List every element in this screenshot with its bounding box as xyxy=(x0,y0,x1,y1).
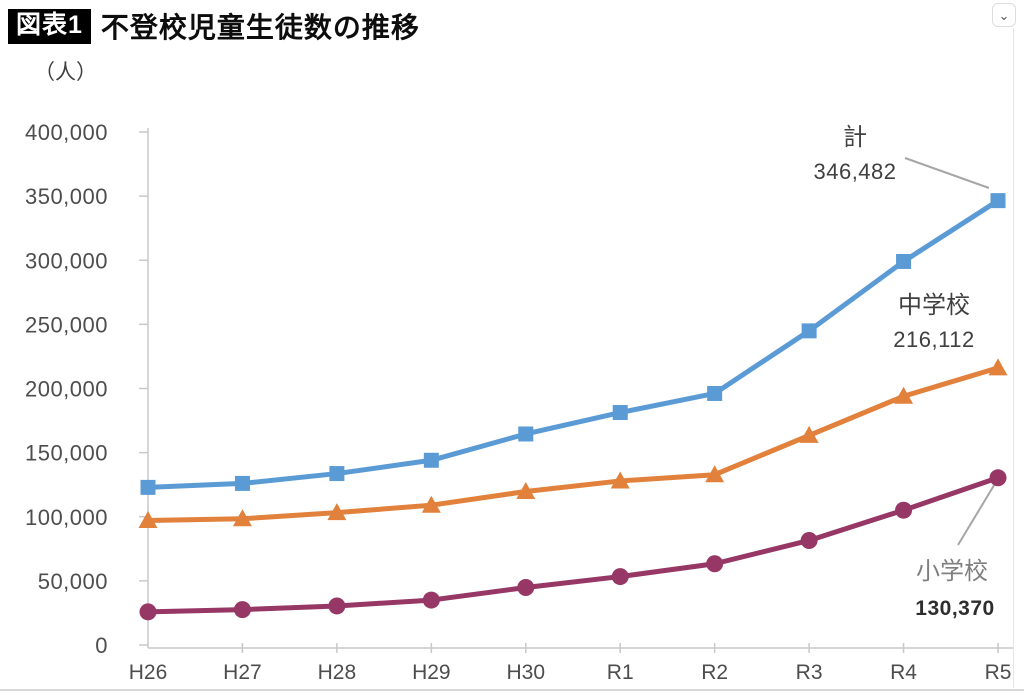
series-line xyxy=(145,475,1001,615)
triangle-marker xyxy=(988,358,1008,376)
circle-marker xyxy=(989,469,1007,487)
triangle-marker xyxy=(610,471,630,489)
circle-marker xyxy=(895,501,913,519)
y-tick-label: 400,000 xyxy=(25,120,108,145)
triangle-marker xyxy=(799,425,819,443)
x-tick-label: H30 xyxy=(507,661,546,684)
figure-number-badge: 図表1 xyxy=(8,8,91,44)
square-marker xyxy=(140,479,156,495)
series-line xyxy=(145,365,1001,524)
triangle-marker xyxy=(705,465,725,483)
triangle-marker xyxy=(894,386,914,404)
square-marker xyxy=(801,323,817,339)
triangle-marker xyxy=(138,511,158,529)
x-tick-label: H29 xyxy=(412,661,451,684)
x-tick-label: H27 xyxy=(223,661,262,684)
annotation-total-label: 計 xyxy=(843,124,867,151)
triangle-marker xyxy=(232,509,252,527)
square-marker xyxy=(329,466,345,482)
square-marker xyxy=(518,426,534,442)
x-tick-label: H26 xyxy=(129,661,168,684)
x-tick-label: R3 xyxy=(796,661,823,684)
annotation-total-value: 346,482 xyxy=(813,159,897,184)
page-right-edge xyxy=(1013,28,1014,688)
series-triangle xyxy=(138,358,1008,529)
y-tick-label: 250,000 xyxy=(25,312,108,337)
y-tick-label: 100,000 xyxy=(25,505,108,530)
y-tick-label: 50,000 xyxy=(38,569,108,594)
circle-marker xyxy=(706,555,724,573)
y-tick-label: 300,000 xyxy=(25,248,108,273)
annotation-total: 計 346,482 xyxy=(785,121,925,189)
leader-line-elementary xyxy=(957,481,997,546)
x-tick-label: R5 xyxy=(985,661,1012,684)
square-marker xyxy=(707,385,723,401)
series-line xyxy=(145,198,1001,490)
x-tick-label: R1 xyxy=(607,661,634,684)
x-tick-label: R2 xyxy=(701,661,728,684)
series-circle xyxy=(139,469,1007,621)
triangle-marker xyxy=(327,503,347,521)
circle-marker xyxy=(800,531,818,549)
chevron-down-icon: ⌄ xyxy=(998,7,1010,23)
circle-marker xyxy=(328,597,346,615)
circle-marker xyxy=(611,568,629,586)
annotation-junior-high-label: 中学校 xyxy=(898,292,970,319)
square-marker xyxy=(612,405,628,421)
triangle-marker xyxy=(516,482,536,500)
page-bottom-divider xyxy=(0,689,1024,691)
circle-marker xyxy=(139,603,157,621)
x-tick-label: R4 xyxy=(890,661,917,684)
x-tick-label: H28 xyxy=(318,661,357,684)
leader-line-total xyxy=(904,157,990,189)
axes: 0 50,000 100,000 150,000 200,000 250,000 300,0… xyxy=(25,120,1014,684)
square-marker xyxy=(896,253,912,269)
page-title: 不登校児童生徒数の推移 xyxy=(100,12,420,43)
circle-marker xyxy=(422,591,440,609)
chart-header: 図表1 不登校児童生徒数の推移 xyxy=(8,6,420,46)
square-marker xyxy=(423,452,439,468)
y-tick-label: 150,000 xyxy=(25,441,108,466)
annotation-junior-high-value: 216,112 xyxy=(893,327,975,352)
collapse-button[interactable]: ⌄ xyxy=(992,3,1016,27)
circle-marker xyxy=(517,578,535,596)
y-tick-label: 350,000 xyxy=(25,184,108,209)
annotation-elementary-value: 130,370 xyxy=(915,597,995,620)
y-tick-label: 200,000 xyxy=(25,377,108,402)
circle-marker xyxy=(233,601,251,619)
series-square xyxy=(140,193,1006,495)
annotation-elementary-label: 小学校 xyxy=(916,558,988,585)
triangle-marker xyxy=(421,495,441,513)
annotation-junior-high: 中学校 216,112 xyxy=(868,289,1000,357)
y-tick-label: 0 xyxy=(95,633,108,658)
square-marker xyxy=(990,193,1006,209)
y-axis-unit-label: （人） xyxy=(34,61,97,84)
square-marker xyxy=(234,475,250,491)
